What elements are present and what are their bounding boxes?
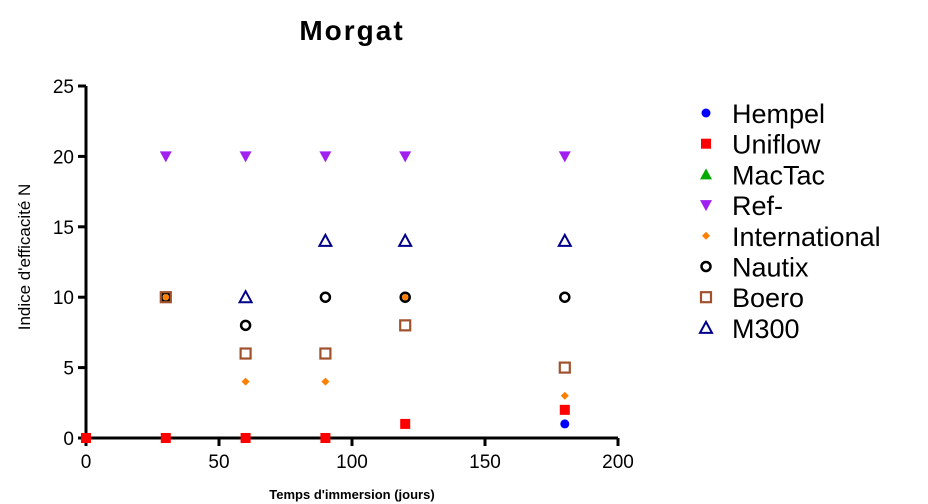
- legend-label-mactac: MacTac: [732, 160, 825, 190]
- legend-marker-uniflow: [701, 138, 711, 149]
- data-point-boero: [399, 319, 412, 332]
- data-point-hempel: [560, 419, 570, 429]
- data-point-ref: [319, 151, 332, 163]
- data-point-boero: [558, 361, 571, 374]
- legend-marker-m300: [698, 319, 714, 334]
- x-tick-label: 200: [602, 452, 634, 473]
- x-tick-label: 0: [81, 452, 92, 473]
- legend-marker-nautix: [700, 260, 712, 273]
- data-point-uniflow: [81, 433, 91, 443]
- y-tick-label: 15: [53, 218, 74, 239]
- data-point-uniflow: [559, 404, 570, 415]
- data-point-m300: [237, 289, 254, 304]
- data-point-m300: [397, 232, 413, 247]
- data-point-uniflow: [160, 433, 171, 443]
- legend-marker-boero: [699, 291, 713, 304]
- x-tick-label: 150: [469, 452, 501, 473]
- x-tick-label: 100: [336, 452, 368, 473]
- y-tick-label: 0: [63, 429, 74, 450]
- legend-label-boero: Boero: [732, 283, 804, 313]
- series-nautix: [160, 291, 571, 332]
- legend-label-uniflow: Uniflow: [732, 130, 821, 160]
- data-point-ref: [399, 151, 412, 163]
- data-point-international: [241, 377, 250, 386]
- data-point-m300: [317, 232, 334, 247]
- data-point-uniflow: [240, 433, 251, 443]
- series-boero: [159, 291, 571, 374]
- legend-label-hempel: Hempel: [732, 99, 825, 129]
- legend-item-m300: M300: [698, 314, 800, 344]
- data-point-boero: [239, 347, 252, 360]
- data-point-international: [161, 293, 170, 302]
- data-point-international: [401, 293, 410, 302]
- legend-item-uniflow: Uniflow: [701, 130, 821, 160]
- data-point-boero: [159, 291, 172, 304]
- axes: 0 5 10 15 20 25 0 50 100 150 200: [53, 77, 634, 473]
- legend-item-ref: Ref-: [700, 191, 783, 221]
- legend-item-nautix: Nautix: [700, 253, 809, 283]
- data-point-m300: [557, 232, 573, 247]
- legend-marker-hempel: [701, 108, 711, 118]
- legend-item-boero: Boero: [699, 283, 804, 313]
- data-point-nautix: [399, 291, 411, 303]
- y-tick-label: 25: [53, 77, 74, 98]
- data-point-ref: [558, 151, 571, 163]
- legend-label-m300: M300: [732, 314, 800, 344]
- legend-item-hempel: Hempel: [701, 99, 825, 129]
- data-marks: [81, 151, 573, 443]
- data-point-nautix: [239, 319, 252, 332]
- y-tick-label: 20: [53, 147, 74, 168]
- series-ref: [159, 151, 571, 163]
- data-point-international: [321, 377, 330, 386]
- data-point-ref: [239, 151, 252, 163]
- y-tick-label: 5: [63, 359, 74, 380]
- legend-marker-ref: [700, 200, 712, 212]
- series-uniflow: [81, 404, 570, 443]
- series-m300: [237, 232, 573, 304]
- x-axis-label: Temps d'immersion (jours): [269, 487, 434, 502]
- y-tick-label: 10: [53, 288, 74, 309]
- legend: HempelUniflowMacTacRef-InternationalNaut…: [698, 99, 881, 344]
- series-international: [161, 293, 569, 400]
- data-point-uniflow: [400, 418, 411, 429]
- x-tick-label: 50: [208, 452, 229, 473]
- data-point-uniflow: [320, 433, 331, 443]
- y-axis-label: Indice d'efficacité N: [15, 184, 34, 331]
- chart-title: Morgat: [299, 15, 404, 46]
- data-point-ref: [159, 151, 172, 163]
- legend-marker-mactac: [700, 168, 712, 180]
- legend-label-international: International: [732, 222, 881, 252]
- legend-label-ref: Ref-: [732, 191, 783, 221]
- legend-item-international: International: [702, 222, 881, 252]
- data-point-nautix: [559, 291, 571, 303]
- legend-label-nautix: Nautix: [732, 253, 809, 283]
- legend-marker-international: [702, 231, 710, 240]
- data-point-boero: [319, 347, 332, 360]
- legend-item-mactac: MacTac: [700, 160, 825, 190]
- data-point-nautix: [319, 291, 332, 303]
- data-point-international: [560, 391, 569, 400]
